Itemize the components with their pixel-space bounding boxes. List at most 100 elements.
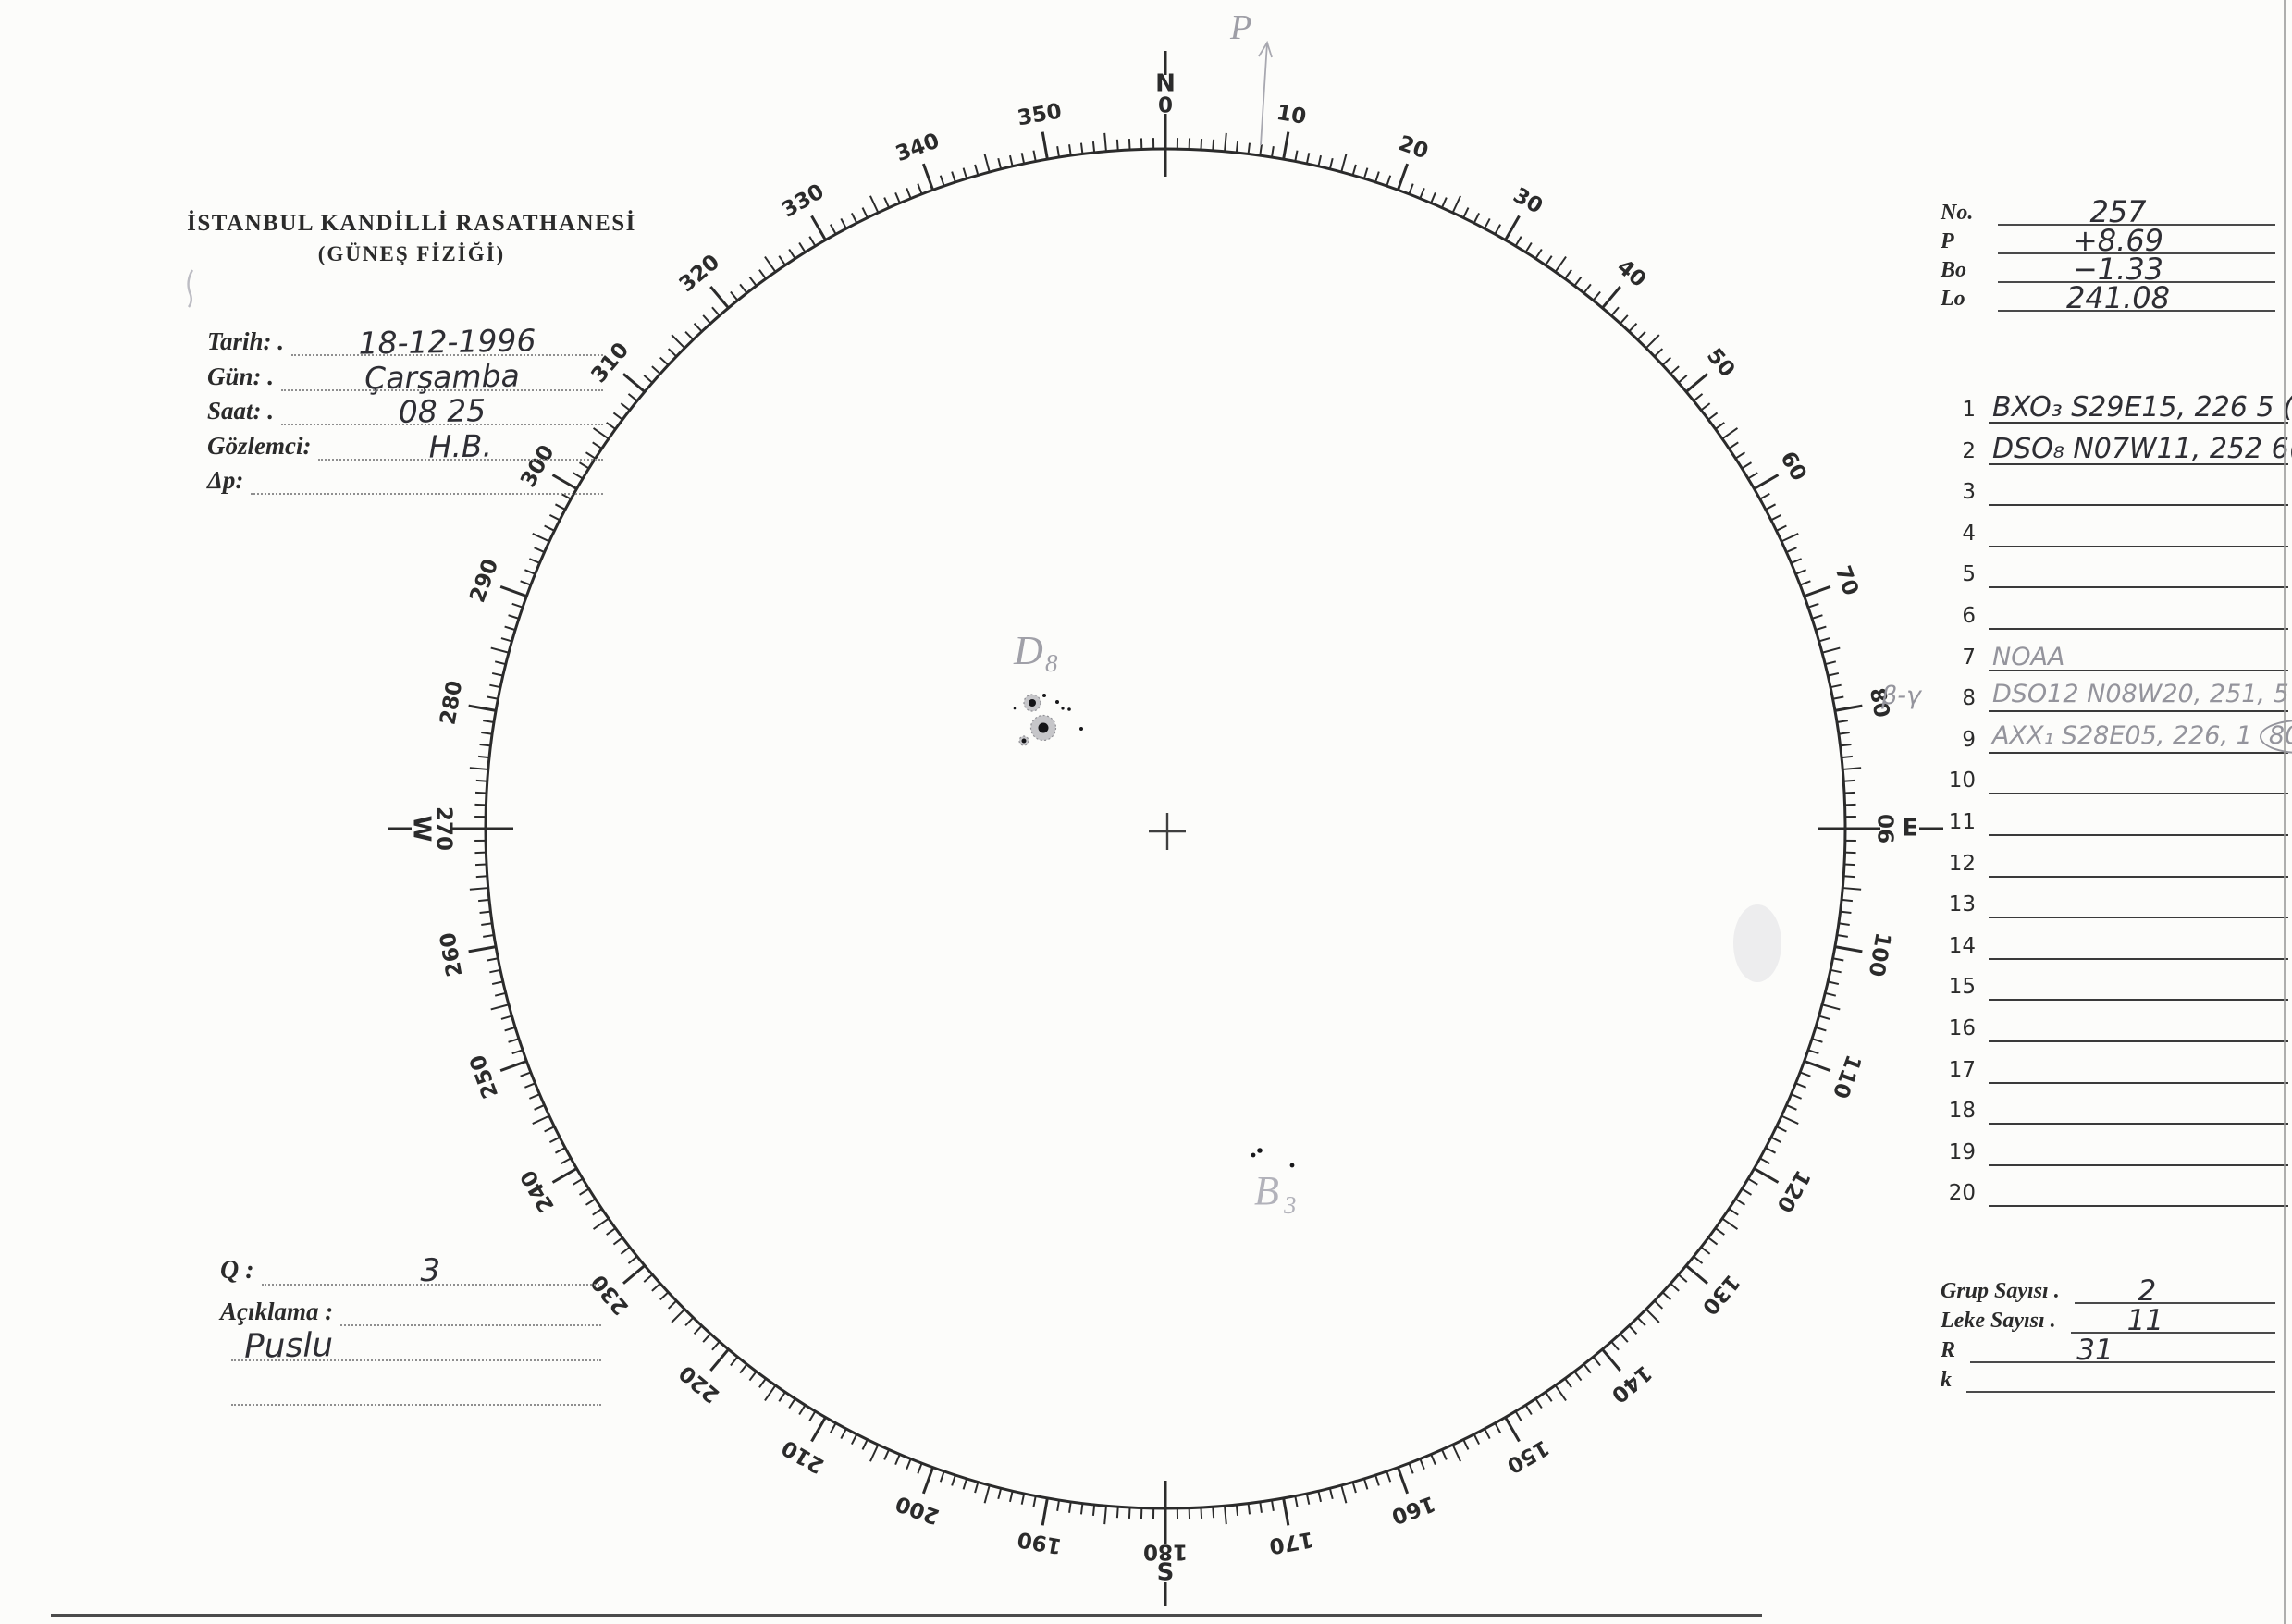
- scan-edge-right: [2284, 0, 2286, 1624]
- degree-tick: [511, 602, 524, 609]
- degree-tick: [504, 625, 516, 632]
- group-label: B: [1254, 1168, 1279, 1213]
- degree-label: 290: [465, 556, 503, 606]
- cardinal-degree-label: 0: [1158, 94, 1173, 118]
- degree-tick: [1693, 393, 1704, 402]
- cardinal-degree-label: 270: [432, 806, 456, 851]
- degree-tick: [764, 255, 777, 273]
- group-row-text: DSO12 N08W20, 251, 5: [1992, 680, 2289, 709]
- group-row-number: 19: [1948, 1139, 1976, 1164]
- degree-tick: [921, 1467, 935, 1495]
- cardinal-letter: S: [1157, 1559, 1175, 1587]
- degree-tick: [554, 1147, 566, 1154]
- summary-label: R: [1941, 1338, 1956, 1362]
- degree-tick: [1834, 945, 1863, 953]
- summary-line: 11: [2070, 1300, 2275, 1337]
- degree-tick: [490, 646, 510, 654]
- degree-tick: [1734, 451, 1746, 460]
- degree-tick: [1340, 1484, 1348, 1504]
- degree-tick: [489, 683, 501, 689]
- degree-tick: [1620, 1333, 1629, 1343]
- degree-tick: [1079, 142, 1084, 154]
- degree-tick: [1554, 255, 1567, 273]
- degree-tick: [548, 1136, 561, 1144]
- group-row-number: 1: [1962, 398, 1976, 422]
- degree-tick: [1791, 558, 1803, 564]
- group-row-text: DSO₈ N07W11, 252 6(46): [1992, 432, 2292, 465]
- degree-tick: [671, 334, 685, 349]
- group-row-line: [1989, 1040, 2288, 1084]
- degree-tick: [592, 441, 603, 449]
- degree-label: 220: [675, 1360, 724, 1408]
- degree-label: 80: [1865, 686, 1893, 720]
- degree-tick: [1386, 175, 1392, 187]
- degree-tick: [1628, 322, 1638, 333]
- summary-row: k: [1941, 1361, 2275, 1393]
- p-angle-arrowhead: [1258, 40, 1273, 58]
- degree-tick: [1545, 255, 1553, 266]
- degree-tick: [479, 743, 491, 747]
- obs-field-line: 08 25: [281, 387, 603, 430]
- degree-tick: [1328, 157, 1334, 170]
- degree-tick: [1328, 1487, 1334, 1500]
- degree-tick: [1270, 146, 1275, 158]
- degree-tick: [477, 898, 490, 903]
- degree-tick: [620, 402, 631, 412]
- degree-tick: [1707, 412, 1719, 421]
- degree-tick: [840, 1428, 847, 1440]
- degree-tick: [1824, 991, 1837, 997]
- degree-tick: [1728, 441, 1739, 449]
- degree-tick: [612, 412, 623, 421]
- group-row: 1 BXO₃ S29E15, 226 5 (48): [1941, 381, 2292, 424]
- degree-tick: [489, 968, 501, 974]
- sunspot-pore: [1079, 727, 1083, 731]
- degree-tick: [1843, 863, 1856, 867]
- degree-tick: [894, 1454, 901, 1466]
- degree-tick: [1282, 131, 1290, 160]
- degree-tick: [1832, 695, 1844, 700]
- q-label: Q :: [220, 1256, 254, 1285]
- degree-tick: [1041, 1497, 1049, 1526]
- degree-tick: [1610, 1341, 1620, 1351]
- degree-tick: [1545, 1391, 1553, 1402]
- obs-field-line: [251, 456, 603, 495]
- degree-tick: [709, 286, 730, 309]
- degree-tick: [1419, 188, 1425, 199]
- degree-tick: [528, 558, 540, 564]
- degree-tick: [810, 215, 827, 241]
- degree-tick: [511, 1049, 524, 1055]
- degree-tick: [1564, 269, 1572, 279]
- degree-tick: [1795, 1082, 1806, 1089]
- degree-tick: [1661, 1291, 1672, 1301]
- degree-tick: [1700, 1246, 1711, 1255]
- degree-tick: [1685, 373, 1708, 393]
- degree-tick: [1840, 743, 1852, 747]
- summary-row: Grup Sayısı . 2: [1941, 1273, 2275, 1308]
- degree-tick: [667, 1299, 677, 1310]
- degree-tick: [561, 1157, 572, 1165]
- degree-tick: [1807, 1049, 1819, 1055]
- degree-tick: [612, 1236, 623, 1246]
- degree-tick: [1645, 1309, 1660, 1323]
- degree-tick: [1362, 167, 1369, 179]
- degree-tick: [906, 1458, 912, 1470]
- group-row-line: [1989, 998, 2288, 1042]
- degree-tick: [1514, 1410, 1522, 1421]
- group-row-line: [1989, 956, 2288, 1002]
- group-row: 7 NOAA: [1941, 629, 2288, 671]
- degree-tick: [1504, 1416, 1521, 1443]
- group-row-number: 18: [1948, 1099, 1976, 1124]
- degree-tick: [1827, 671, 1840, 677]
- header-line2: (GÜNEŞ FİZİĞİ): [317, 242, 506, 265]
- degree-tick: [850, 1433, 858, 1446]
- degree-tick: [711, 1341, 721, 1351]
- degree-tick: [997, 1487, 1003, 1500]
- degree-tick: [1747, 1177, 1758, 1186]
- degree-tick: [850, 212, 858, 224]
- ephemeris-value: 241.08: [2066, 280, 2170, 315]
- degree-tick: [1832, 957, 1844, 962]
- degree-tick: [520, 580, 532, 586]
- degree-tick: [585, 1198, 597, 1206]
- degree-tick: [481, 922, 493, 926]
